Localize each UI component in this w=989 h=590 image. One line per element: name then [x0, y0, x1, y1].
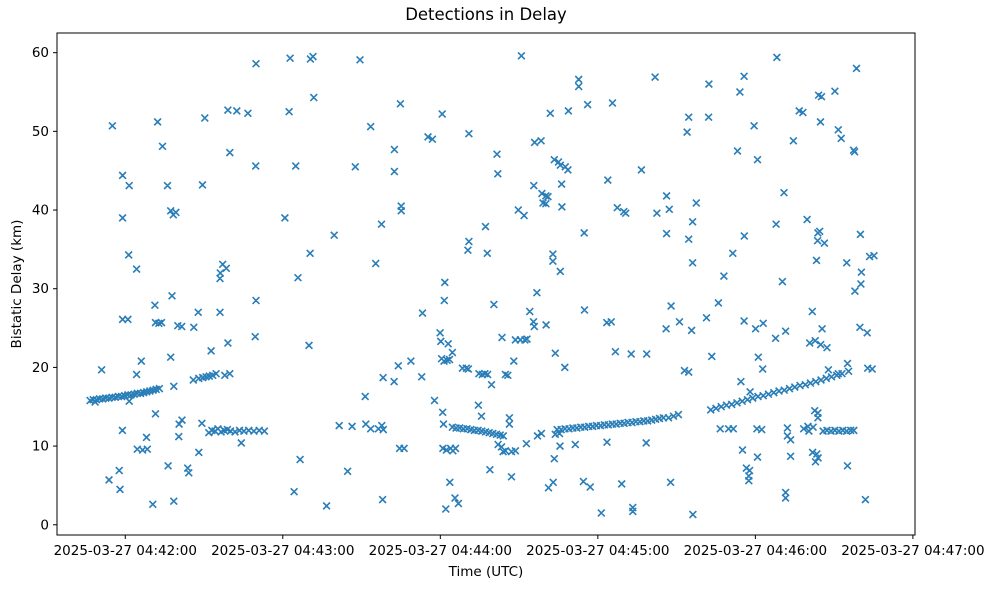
x-tick-label: 2025-03-27 04:43:00	[211, 543, 354, 559]
x-tick-label: 2025-03-27 04:46:00	[684, 543, 827, 559]
x-tick-label: 2025-03-27 04:44:00	[369, 543, 512, 559]
x-tick-label: 2025-03-27 04:47:00	[841, 543, 984, 559]
x-tick-label: 2025-03-27 04:45:00	[526, 543, 669, 559]
chart-title: Detections in Delay	[405, 5, 567, 24]
axes-spines	[56, 32, 916, 536]
y-tick-label: 60	[32, 45, 49, 61]
y-tick-label: 10	[32, 439, 49, 455]
y-tick-label: 20	[32, 360, 49, 376]
y-tick-label: 40	[32, 203, 49, 219]
y-tick-label: 30	[32, 281, 49, 297]
scatter-points	[86, 51, 878, 519]
x-tick-label: 2025-03-27 04:42:00	[54, 543, 197, 559]
x-axis-label: Time (UTC)	[448, 564, 524, 580]
y-axis-label: Bistatic Delay (km)	[9, 219, 25, 349]
y-tick-label: 0	[40, 517, 49, 533]
y-tick-label: 50	[32, 124, 49, 140]
